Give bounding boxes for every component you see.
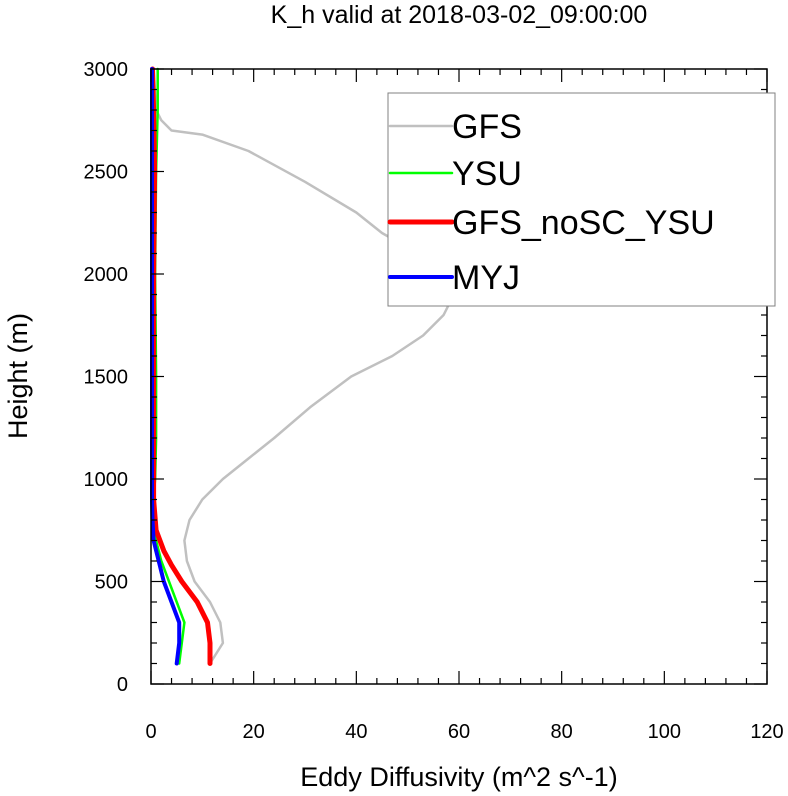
x-axis-label: Eddy Diffusivity (m^2 s^-1)	[300, 762, 617, 792]
y-tick-label: 2000	[84, 264, 129, 286]
x-tick-label: 0	[145, 721, 156, 743]
y-tick-label: 500	[95, 572, 128, 594]
series-line-myj	[150, 67, 182, 666]
x-tick-label: 40	[345, 721, 367, 743]
chart-title: K_h valid at 2018-03-02_09:00:00	[271, 1, 648, 29]
legend-label-myj: MYJ	[452, 259, 520, 297]
x-tick-label: 60	[448, 721, 470, 743]
x-tick-label: 20	[243, 721, 265, 743]
x-tick-label: 100	[648, 721, 681, 743]
x-tick-label: 80	[551, 721, 573, 743]
x-tick-label: 120	[750, 721, 783, 743]
y-tick-label: 1500	[84, 367, 129, 389]
legend-box	[387, 92, 776, 307]
legend: GFS YSU GFS_noSC_YSU MYJ	[387, 92, 776, 307]
series-line-gfs	[152, 67, 456, 665]
y-tick-label: 1000	[84, 469, 129, 491]
y-tick-label: 0	[117, 674, 128, 696]
plot-lines	[150, 66, 456, 666]
legend-label-gfs-nosc-ysu: GFS_noSC_YSU	[452, 204, 715, 242]
tick-labels: 0 20 40 60 80 100 120 0 500 1000 1500 2000 2500 3000	[84, 59, 784, 743]
legend-label-gfs: GFS	[452, 108, 522, 146]
y-tick-label: 2500	[84, 162, 129, 184]
series-line-gfs-nosc-ysu	[150, 66, 213, 666]
legend-label-ysu: YSU	[452, 155, 522, 193]
y-axis-label: Height (m)	[3, 313, 33, 439]
y-tick-label: 3000	[84, 59, 129, 81]
